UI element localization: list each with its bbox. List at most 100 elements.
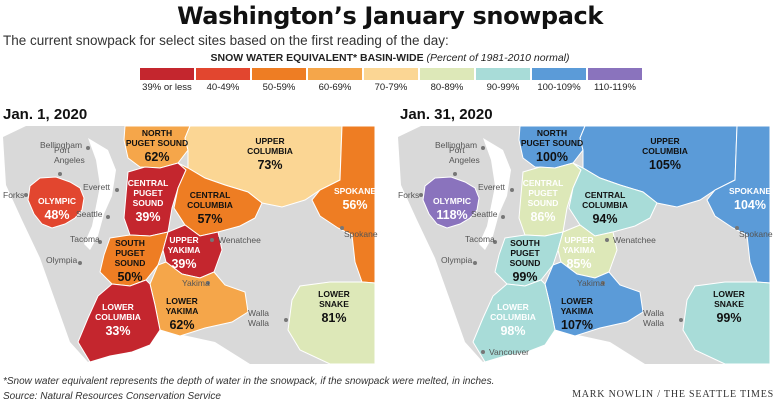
legend-item: 80-89% <box>420 68 474 93</box>
city-label: Everett <box>83 182 111 192</box>
city-dot <box>679 318 683 322</box>
region-label-lower-snake: LOWER SNAKE 81% <box>318 289 350 325</box>
city-label: Port Angeles <box>54 145 85 165</box>
region-label-spokane: SPOKANE 56% <box>334 186 376 212</box>
city-label: Port Angeles <box>449 145 480 165</box>
legend-swatch <box>308 68 362 80</box>
footnote: *Snow water equivalent represents the de… <box>3 376 495 387</box>
map-title-jan31: Jan. 31, 2020 <box>400 106 493 123</box>
legend-swatch <box>532 68 586 80</box>
legend-label: 100-109% <box>537 82 581 93</box>
region-label-upper-yakima: UPPER YAKIMA 85% <box>563 235 596 271</box>
region-spokane <box>311 125 376 284</box>
legend-label: 39% or less <box>142 82 192 93</box>
city-dot <box>78 261 82 265</box>
region-central-columbia <box>173 162 263 237</box>
page-title: Washington’s January snowpack <box>177 2 603 30</box>
region-label-north-puget: NORTH PUGET SOUND 100% <box>521 128 583 164</box>
page-subtitle: The current snowpack for select sites ba… <box>3 33 449 48</box>
city-label: Spokane <box>739 229 773 239</box>
city-dot <box>510 188 514 192</box>
city-label: Tacoma <box>70 234 100 244</box>
city-dot <box>115 188 119 192</box>
legend-label: 90-99% <box>486 82 520 93</box>
legend-label: 50-59% <box>262 82 296 93</box>
source-line: Source: Natural Resources Conservation S… <box>3 391 221 402</box>
city-dot <box>481 146 485 150</box>
legend-label: 60-69% <box>318 82 352 93</box>
region-spokane <box>706 125 771 284</box>
legend-label: 70-79% <box>374 82 408 93</box>
region-south-puget <box>99 231 169 287</box>
city-label: Forks <box>398 190 419 200</box>
region-label-central-puget: CENTRAL PUGET SOUND 86% <box>523 178 564 224</box>
city-label: Olympia <box>46 255 77 265</box>
city-dot <box>601 281 605 285</box>
legend-swatch <box>252 68 306 80</box>
legend-swatch <box>420 68 474 80</box>
city-label: Yakima <box>182 278 210 288</box>
region-label-lower-yakima: LOWER YAKIMA 107% <box>561 296 594 332</box>
region-lower-snake <box>287 281 376 365</box>
region-olympic <box>27 176 85 229</box>
city-dot <box>481 350 485 354</box>
legend-item: 39% or less <box>140 68 194 93</box>
city-dot <box>735 226 739 230</box>
region-lower-columbia <box>472 279 556 363</box>
region-label-spokane: SPOKANE 104% <box>729 186 771 212</box>
city-label: Everett <box>478 182 506 192</box>
region-label-olympic: OLYMPIC 118% <box>433 196 471 222</box>
legend-swatch <box>196 68 250 80</box>
legend-heading-italic: (Percent of 1981-2010 normal) <box>426 52 570 64</box>
region-central-puget <box>518 162 582 237</box>
legend-item: 70-79% <box>364 68 418 93</box>
legend-item: 60-69% <box>308 68 362 93</box>
credit-line: MARK NOWLIN / THE SEATTLE TIMES <box>572 389 774 400</box>
region-lower-snake <box>682 281 771 365</box>
city-label: Vancouver <box>489 347 529 357</box>
city-dot <box>24 193 28 197</box>
color-legend: 39% or less 40-49% 50-59% 60-69% 70-79% 80-89… <box>140 68 644 93</box>
region-label-upper-columbia: UPPER COLUMBIA 105% <box>642 136 688 172</box>
legend-item: 90-99% <box>476 68 530 93</box>
legend-label: 40-49% <box>206 82 240 93</box>
city-label: Yakima <box>577 278 605 288</box>
legend-item: 40-49% <box>196 68 250 93</box>
region-south-puget <box>494 231 564 287</box>
legend-heading: SNOW WATER EQUIVALENT* BASIN-WIDE (Perce… <box>0 52 780 64</box>
region-lower-columbia <box>77 279 161 363</box>
legend-item: 100-109% <box>532 68 586 93</box>
city-dot <box>340 226 344 230</box>
city-label: Tacoma <box>465 234 495 244</box>
legend-swatch <box>364 68 418 80</box>
region-label-south-puget: SOUTH PUGET SOUND 50% <box>115 238 146 284</box>
city-label: Walla Walla <box>643 308 664 328</box>
region-label-north-puget: NORTH PUGET SOUND 62% <box>126 128 188 164</box>
region-central-columbia <box>568 162 658 237</box>
city-dot <box>453 172 457 176</box>
city-dot <box>493 240 497 244</box>
region-central-puget <box>123 162 187 237</box>
city-label: Walla Walla <box>248 308 269 328</box>
region-label-south-puget: SOUTH PUGET SOUND 99% <box>510 238 541 284</box>
region-label-upper-columbia: UPPER COLUMBIA 73% <box>247 136 293 172</box>
city-label: Wenatchee <box>613 235 656 245</box>
city-dot <box>86 146 90 150</box>
legend-label: 110-119% <box>594 82 636 93</box>
region-label-upper-yakima: UPPER YAKIMA 39% <box>168 235 201 271</box>
region-label-lower-columbia: LOWER COLUMBIA 33% <box>95 302 141 338</box>
legend-heading-bold: SNOW WATER EQUIVALENT* BASIN-WIDE <box>210 52 424 64</box>
city-label: Spokane <box>344 229 378 239</box>
region-label-lower-yakima: LOWER YAKIMA 62% <box>166 296 199 332</box>
city-label: Forks <box>3 190 24 200</box>
city-label: Olympia <box>441 255 472 265</box>
city-dot <box>210 238 214 242</box>
city-dot <box>419 193 423 197</box>
region-label-lower-snake: LOWER SNAKE 99% <box>713 289 745 325</box>
region-label-central-puget: CENTRAL PUGET SOUND 39% <box>128 178 169 224</box>
legend-item: 110-119% <box>588 68 642 93</box>
legend-swatch <box>588 68 642 80</box>
city-dot <box>605 238 609 242</box>
